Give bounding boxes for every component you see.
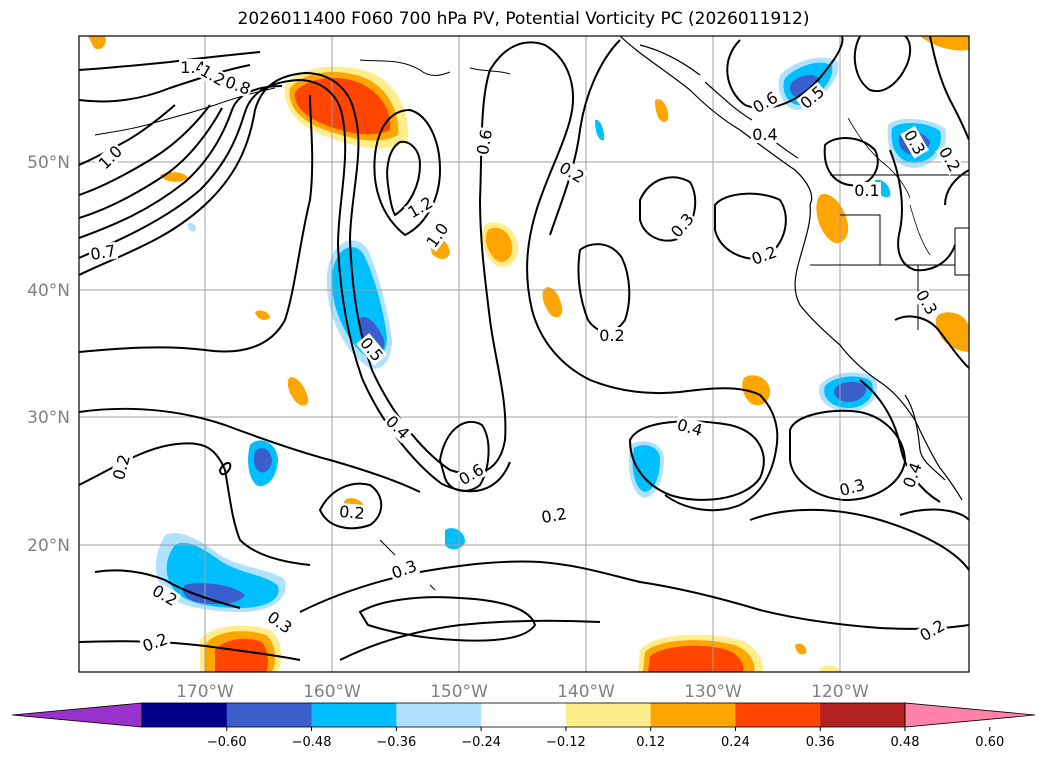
lon-label: 120°W: [811, 682, 869, 702]
colorbar: −0.60 −0.48 −0.36 −0.24 −0.12 0.12 0.24 0.36 0.4…: [12, 703, 1035, 750]
colorbar-tick-label: 0.24: [721, 735, 750, 750]
colorbar-tick-label: 0.48: [891, 735, 920, 750]
colorbar-bin: [227, 703, 312, 727]
lon-label: 170°W: [176, 682, 234, 702]
colorbar-bin: [566, 703, 651, 727]
contour-label: 0.2: [338, 502, 365, 523]
lat-label: 20°N: [27, 536, 70, 556]
lon-label: 150°W: [430, 682, 488, 702]
contour-label: 0.1: [854, 181, 879, 200]
colorbar-tick-label: −0.36: [376, 735, 416, 750]
lon-label: 140°W: [557, 682, 615, 702]
colorbar-tick-label: 0.60: [975, 735, 1004, 750]
latitude-labels: 50°N 40°N 30°N 20°N: [27, 153, 70, 556]
colorbar-tick-label: −0.48: [292, 735, 332, 750]
colorbar-tick-label: 0.36: [806, 735, 835, 750]
colorbar-tick-label: 0.12: [636, 735, 665, 750]
colorbar-bin: [651, 703, 736, 727]
lon-label: 160°W: [303, 682, 361, 702]
colorbar-bin: [312, 703, 397, 727]
lat-label: 30°N: [27, 408, 70, 428]
colorbar-bin: [481, 703, 566, 727]
contour-label: 0.4: [752, 125, 777, 144]
map-figure: 1.41.20.81.00.71.21.00.60.20.30.20.20.6 0…: [0, 0, 1047, 765]
contour-label: 0.2: [599, 326, 624, 345]
colorbar-tick-label: −0.24: [461, 735, 501, 750]
colorbar-bin: [396, 703, 481, 727]
lat-label: 40°N: [27, 281, 70, 301]
colorbar-tick-label: −0.60: [207, 735, 247, 750]
colorbar-tick-label: −0.12: [546, 735, 586, 750]
lon-label: 130°W: [684, 682, 742, 702]
lat-label: 50°N: [27, 153, 70, 173]
colorbar-bin: [820, 703, 905, 727]
colorbar-bin: [735, 703, 820, 727]
colorbar-extend-high: [905, 703, 1035, 727]
colorbar-bin: [142, 703, 227, 727]
colorbar-extend-low: [12, 703, 142, 727]
longitude-labels: 170°W 160°W 150°W 140°W 130°W 120°W: [176, 682, 869, 702]
